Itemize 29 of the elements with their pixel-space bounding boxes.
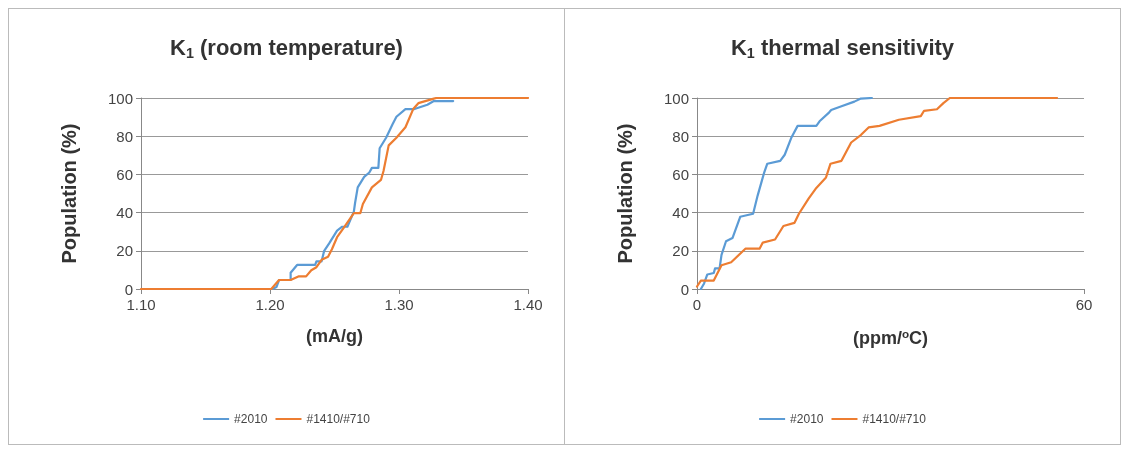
y-tick-label: 0 — [124, 280, 133, 298]
legend-label: #1410/#710 — [306, 412, 371, 426]
x-tick-label: 60 — [1075, 296, 1093, 313]
y-tick-label: 60 — [672, 165, 689, 183]
y-tick-label: 40 — [116, 204, 133, 222]
y-tick-label: 0 — [680, 280, 689, 298]
legend-label: #2010 — [234, 412, 268, 426]
legend-label: #2010 — [790, 412, 824, 426]
chart-title: K1 (room temperature) — [170, 35, 403, 61]
y-tick-label: 20 — [116, 242, 133, 260]
y-axis-title: Population (%) — [614, 123, 636, 264]
line-series — [271, 99, 455, 291]
y-tick-label: 80 — [672, 127, 689, 145]
x-tick-label: 0 — [692, 296, 702, 313]
x-tick-label: 1.20 — [255, 296, 285, 313]
y-tick-label: 100 — [107, 89, 133, 107]
y-tick-label: 60 — [116, 165, 133, 183]
x-tick-label: 1.40 — [513, 296, 543, 313]
y-tick-label: 100 — [663, 89, 689, 107]
line-series — [139, 96, 530, 291]
x-axis-title: (mA/g) — [306, 326, 363, 346]
y-tick-label: 40 — [672, 204, 689, 222]
y-tick-label: 20 — [672, 242, 689, 260]
y-tick-label: 80 — [116, 127, 133, 145]
legend-label: #1410/#710 — [862, 412, 927, 426]
chart-title: K1 thermal sensitivity — [730, 35, 955, 61]
y-axis-title: Population (%) — [58, 123, 80, 264]
x-tick-label: 1.10 — [126, 296, 156, 313]
x-tick-label: 1.30 — [384, 296, 414, 313]
